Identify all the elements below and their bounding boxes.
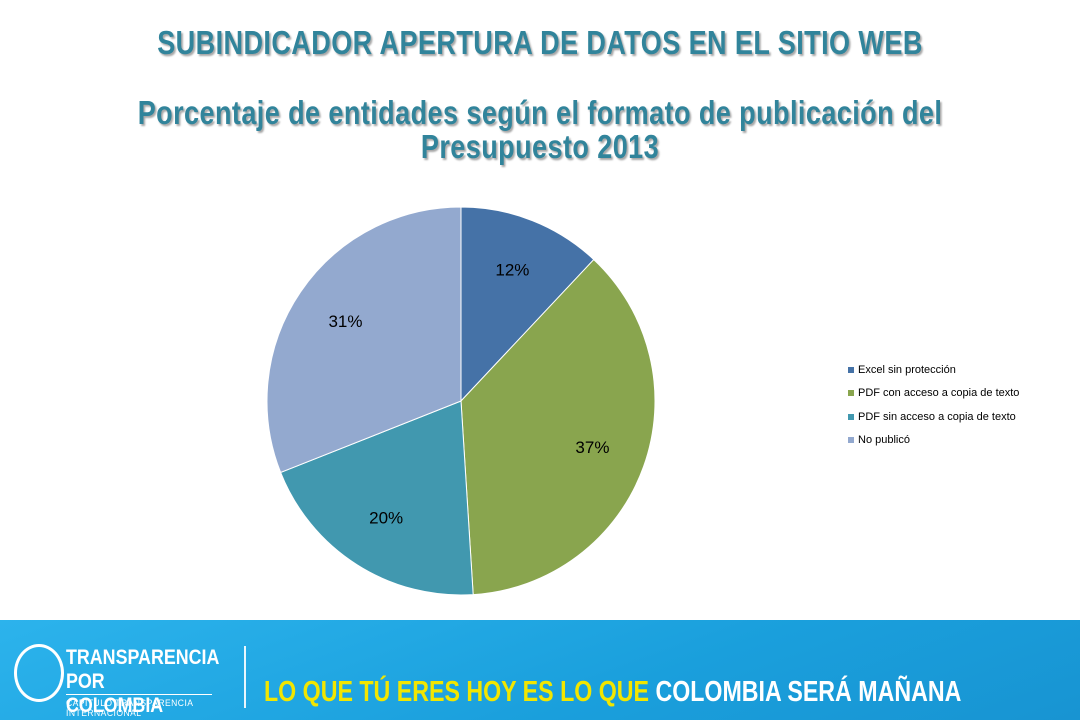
chart-subtitle-line2: Presupuesto 2013 — [420, 128, 660, 165]
slogan-part1: LO QUE TÚ ERES HOY ES LO QUE — [264, 676, 650, 708]
data-label-4: 31% — [328, 312, 362, 331]
legend-label: No publicó — [858, 434, 910, 447]
legend-label: Excel sin protección — [858, 363, 956, 376]
data-label-3: 20% — [369, 508, 403, 527]
chart-subtitle: Porcentaje de entidades según el formato… — [97, 96, 983, 164]
pie-slice-4 — [266, 206, 462, 474]
legend-label: PDF sin acceso a copia de texto — [858, 410, 1016, 423]
legend-swatch — [848, 366, 854, 373]
data-label-2: 37% — [575, 438, 609, 457]
legend-swatch — [848, 413, 854, 420]
pie-slice-1 — [460, 206, 595, 403]
logo-text-line1: TRANSPARENCIA — [66, 646, 220, 669]
legend-item-3: PDF sin acceso a copia de texto — [848, 405, 1019, 429]
pie-slice-2 — [460, 258, 656, 596]
legend-swatch — [848, 390, 854, 397]
logo-tagline: CAPÍTULO TRANSPARENCIA INTERNACIONAL — [66, 698, 194, 718]
legend-item-2: PDF con acceso a copia de texto — [848, 382, 1019, 406]
logo-text-line2: POR COLOMBIA — [66, 670, 164, 717]
logo-emblem-icon — [14, 644, 64, 702]
legend-label: PDF con acceso a copia de texto — [858, 387, 1020, 400]
footer-slogan: LO QUE TÚ ERES HOY ES LO QUE COLOMBIA SE… — [264, 676, 961, 709]
chart-subtitle-line1: Porcentaje de entidades según el formato… — [137, 94, 943, 131]
legend-swatch — [848, 437, 854, 444]
logo[interactable]: TRANSPARENCIA POR COLOMBIA CAPÍTULO TRAN… — [10, 642, 220, 718]
data-label-1: 12% — [495, 261, 529, 280]
chart-legend: Excel sin protección PDF con acceso a cop… — [848, 358, 1019, 452]
legend-item-1: Excel sin protección — [848, 358, 1019, 382]
pie-slice-3 — [279, 400, 474, 596]
footer-banner — [0, 620, 1080, 720]
logo-divider — [66, 694, 212, 695]
footer-separator — [244, 646, 246, 708]
pie-chart: 12% 37% 20% 31% — [266, 206, 656, 596]
slide-title: SUBINDICADOR APERTURA DE DATOS EN EL SIT… — [157, 24, 923, 61]
legend-item-4: No publicó — [848, 429, 1019, 453]
slogan-part2: COLOMBIA SERÁ MAÑANA — [655, 676, 962, 708]
